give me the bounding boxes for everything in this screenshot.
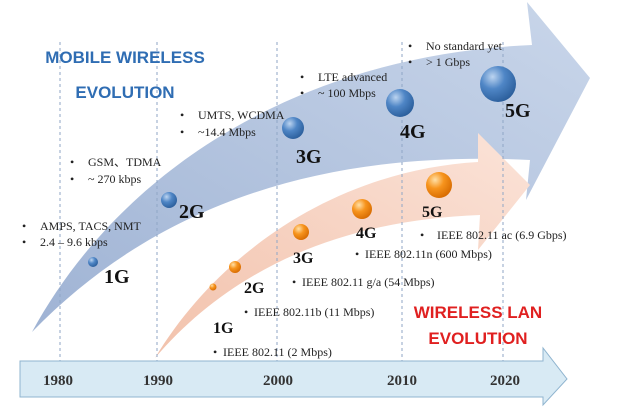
- svg-text:~14.4 Mbps: ~14.4 Mbps: [198, 125, 256, 139]
- svg-text:•: •: [420, 228, 424, 242]
- year-guides: [59, 42, 504, 362]
- mobile-3g-marker: [282, 117, 304, 139]
- year-label: 2020: [490, 373, 520, 389]
- mobile-gen-label: 5G: [505, 100, 531, 122]
- svg-text:•: •: [244, 305, 248, 319]
- svg-text:IEEE 802.11b (11 Mbps): IEEE 802.11b (11 Mbps): [254, 305, 374, 319]
- wlan-3g-details: • IEEE 802.11 g/a (54 Mbps): [292, 275, 435, 289]
- svg-text:•: •: [22, 235, 26, 249]
- wlan-gen-label: 1G: [213, 320, 234, 337]
- svg-text:> 1 Gbps: > 1 Gbps: [426, 55, 470, 69]
- mobile-1g-details: • AMPS, TACS, NMT • 2.4 – 9.6 kbps: [22, 219, 142, 249]
- wlan-4g-details: • IEEE 802.11n (600 Mbps): [355, 247, 492, 261]
- wlan-gen-label: 2G: [244, 280, 265, 297]
- svg-text:•: •: [70, 155, 74, 169]
- svg-text:No standard yet: No standard yet: [426, 39, 503, 53]
- svg-text:•: •: [355, 247, 359, 261]
- wlan-gen-label: 5G: [422, 204, 443, 221]
- svg-text:IEEE 802.11 ac (6.9 Gbps): IEEE 802.11 ac (6.9 Gbps): [437, 228, 567, 242]
- mobile-gen-label: 1G: [104, 266, 130, 288]
- wlan-3g-marker: [293, 224, 309, 240]
- wlan-gen-label: 4G: [356, 225, 377, 242]
- timeline-arrow: [19, 346, 568, 407]
- wlan-5g-details: • IEEE 802.11 ac (6.9 Gbps): [420, 228, 567, 242]
- svg-text:•: •: [22, 219, 26, 233]
- wlan-1g-details: • IEEE 802.11 (2 Mbps): [213, 345, 332, 359]
- mobile-2g-details: • GSM、TDMA • ~ 270 kbps: [70, 155, 162, 186]
- svg-text:•: •: [180, 125, 184, 139]
- wlan-title: WIRELESS LAN: [414, 303, 542, 322]
- year-label: 2000: [263, 373, 293, 389]
- year-label: 2010: [387, 373, 417, 389]
- mobile-4g-details: • LTE advanced • ~ 100 Mbps: [300, 70, 387, 100]
- mobile-5g-marker: [480, 66, 516, 102]
- mobile-4g-marker: [386, 89, 414, 117]
- svg-text:•: •: [292, 275, 296, 289]
- svg-text:•: •: [300, 70, 304, 84]
- wlan-4g-marker: [352, 199, 372, 219]
- wlan-2g-marker: [229, 261, 241, 273]
- mobile-2g-marker: [161, 192, 177, 208]
- year-label: 1990: [143, 373, 173, 389]
- svg-text:IEEE 802.11 g/a (54 Mbps): IEEE 802.11 g/a (54 Mbps): [302, 275, 435, 289]
- svg-text:•: •: [213, 345, 217, 359]
- svg-text:~ 100 Mbps: ~ 100 Mbps: [318, 86, 376, 100]
- svg-text:IEEE 802.11 (2 Mbps): IEEE 802.11 (2 Mbps): [223, 345, 332, 359]
- mobile-title: EVOLUTION: [75, 83, 174, 102]
- mobile-1g-marker: [88, 257, 98, 267]
- svg-text:•: •: [408, 55, 412, 69]
- wlan-1g-marker: [209, 283, 217, 291]
- mobile-title: MOBILE WIRELESS: [45, 48, 205, 67]
- mobile-gen-label: 3G: [296, 146, 322, 168]
- year-label: 1980: [43, 373, 73, 389]
- svg-text:LTE advanced: LTE advanced: [318, 70, 387, 84]
- svg-text:UMTS, WCDMA: UMTS, WCDMA: [198, 108, 285, 122]
- svg-text:GSM、TDMA: GSM、TDMA: [88, 155, 162, 169]
- svg-text:•: •: [70, 172, 74, 186]
- svg-text:2.4 – 9.6 kbps: 2.4 – 9.6 kbps: [40, 235, 108, 249]
- wlan-gen-label: 3G: [293, 250, 314, 267]
- wlan-title: EVOLUTION: [428, 329, 527, 348]
- svg-text:IEEE 802.11n (600 Mbps): IEEE 802.11n (600 Mbps): [365, 247, 492, 261]
- mobile-3g-details: • UMTS, WCDMA • ~14.4 Mbps: [180, 108, 285, 139]
- wlan-5g-marker: [426, 172, 452, 198]
- mobile-gen-label: 2G: [179, 201, 205, 223]
- svg-text:•: •: [408, 39, 412, 53]
- svg-text:~ 270 kbps: ~ 270 kbps: [88, 172, 141, 186]
- mobile-gen-label: 4G: [400, 121, 426, 143]
- wlan-2g-details: • IEEE 802.11b (11 Mbps): [244, 305, 374, 319]
- svg-text:•: •: [180, 108, 184, 122]
- svg-text:•: •: [300, 86, 304, 100]
- mobile-5g-details: • No standard yet • > 1 Gbps: [408, 39, 503, 69]
- svg-text:AMPS, TACS, NMT: AMPS, TACS, NMT: [40, 219, 142, 233]
- mobile-evolution-arrow: [32, 2, 590, 332]
